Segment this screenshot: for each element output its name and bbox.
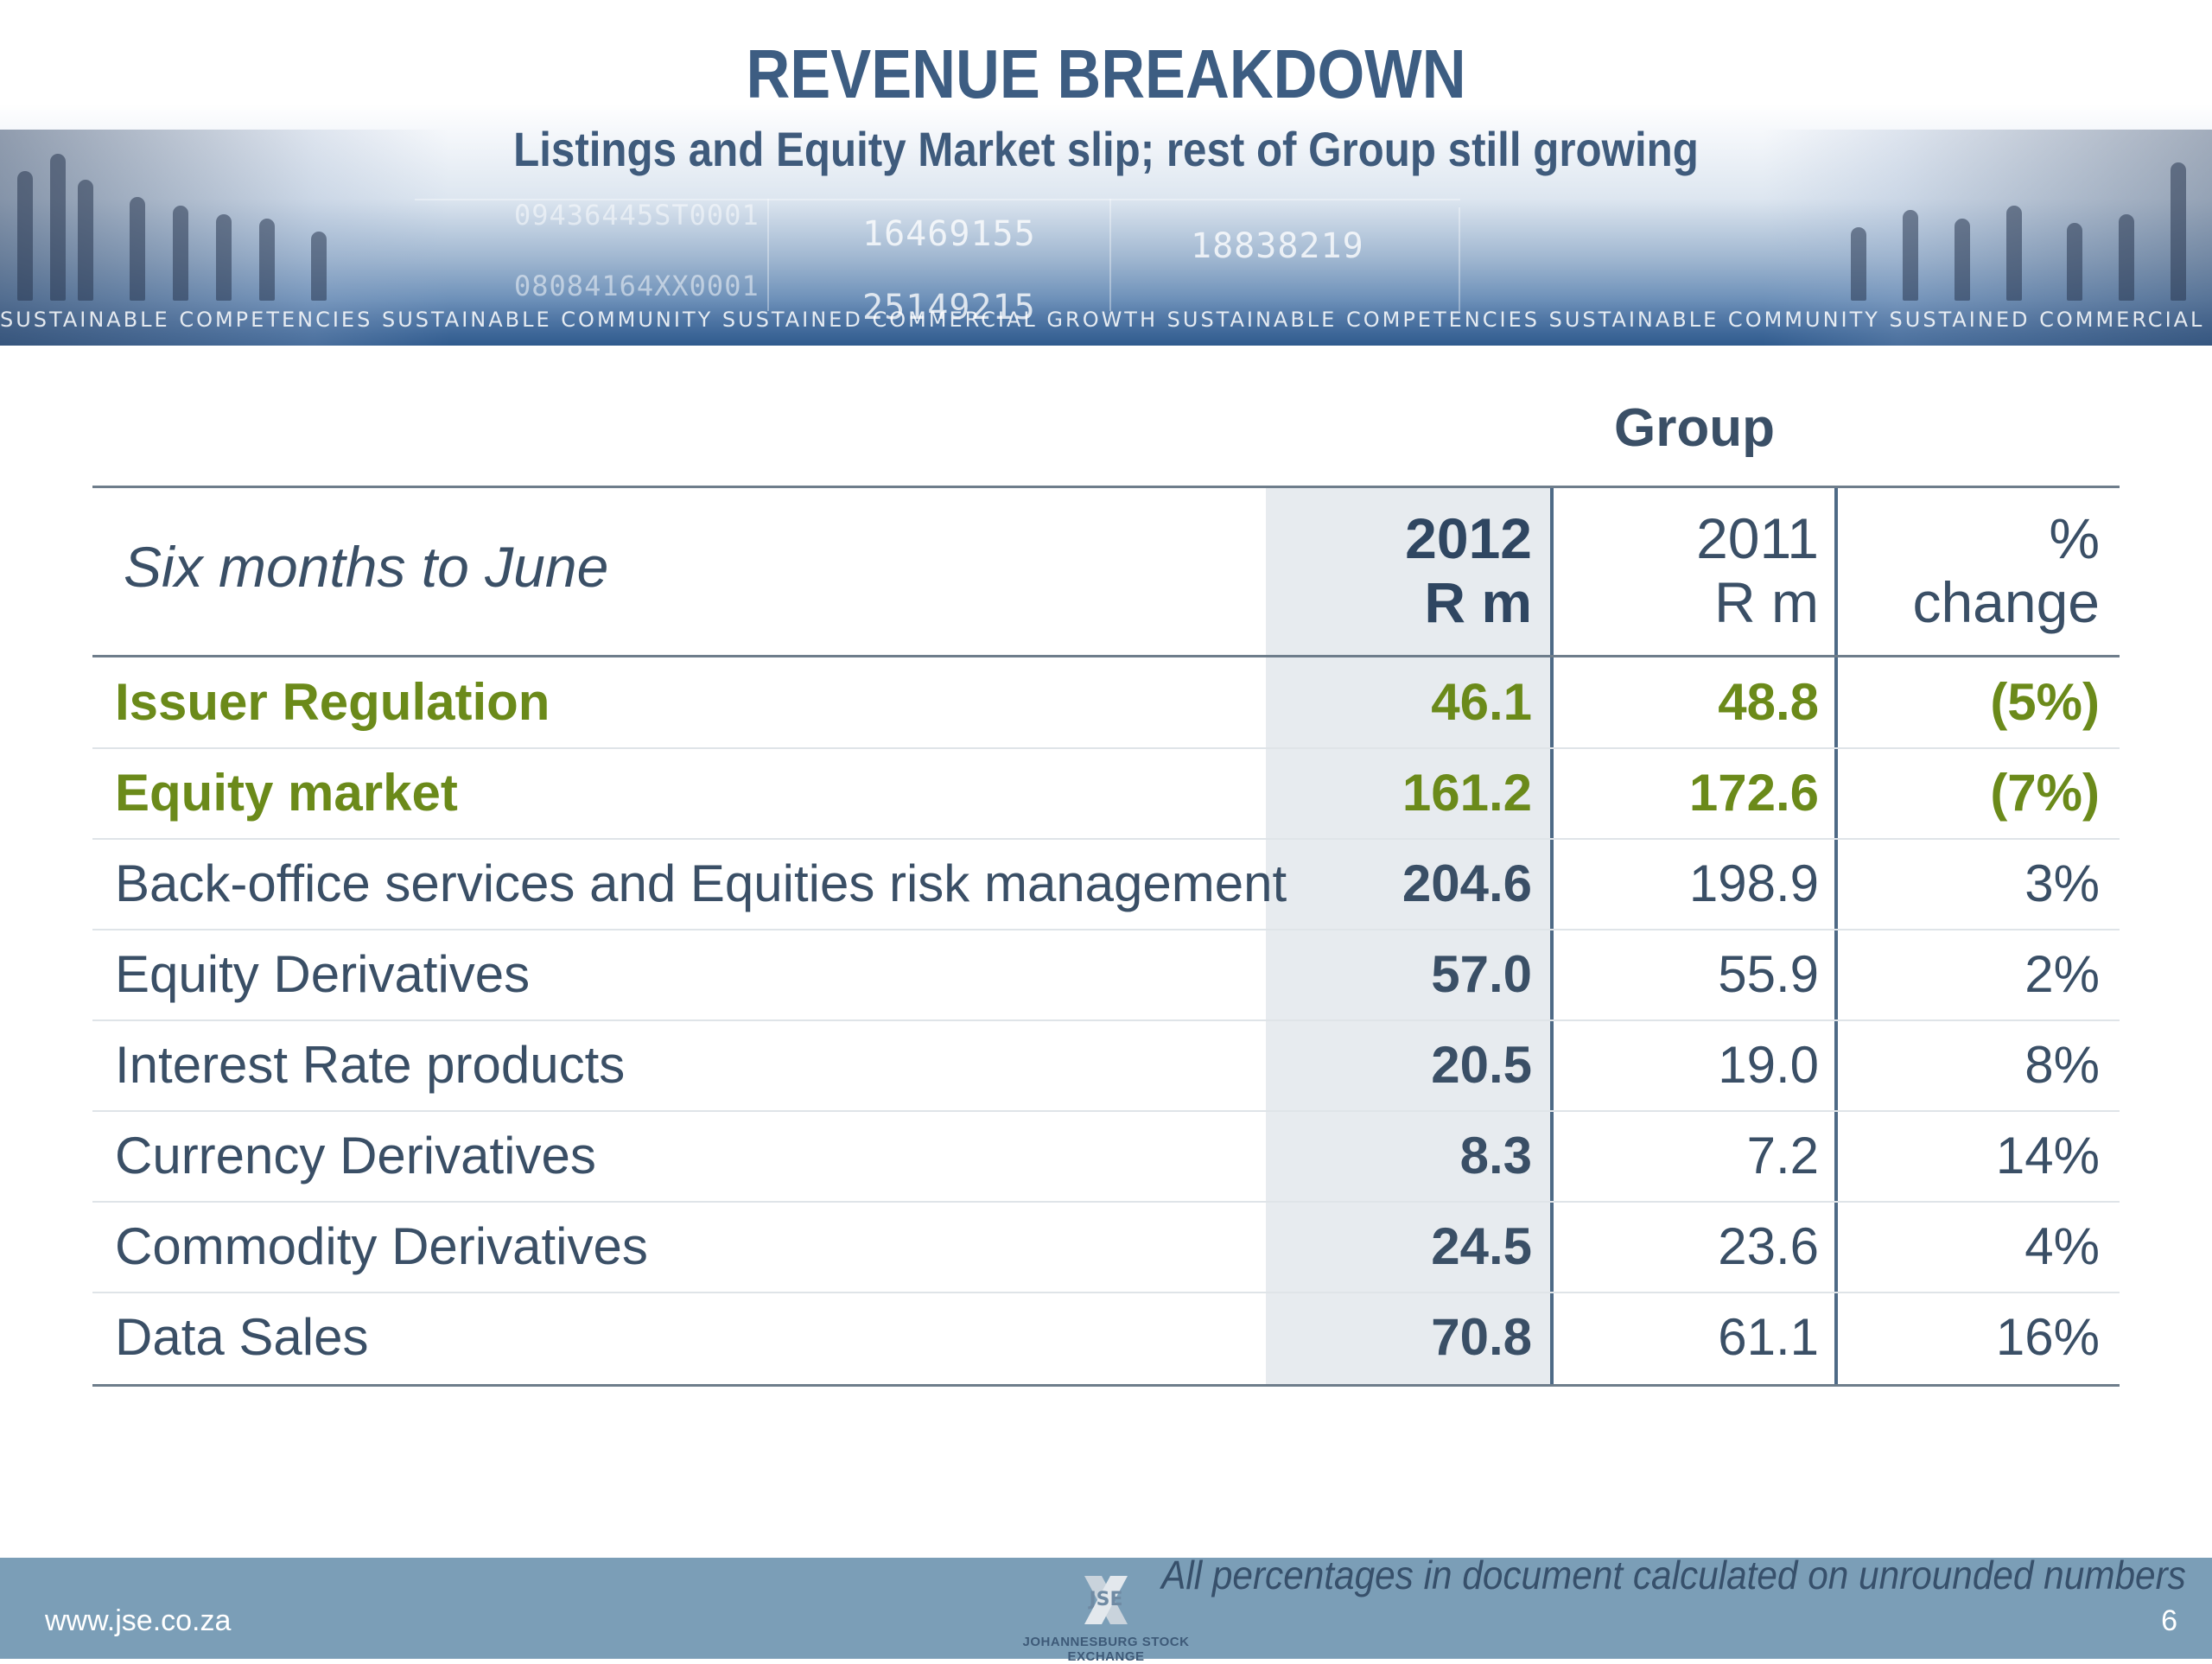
value-2012: 8.3 bbox=[1459, 1127, 1532, 1184]
value-change: 2% bbox=[2024, 945, 2100, 1003]
ticker-text: 16469155 bbox=[862, 214, 1036, 254]
table-row: Back-office services and Equities risk m… bbox=[92, 839, 2120, 929]
row-separator bbox=[92, 1019, 2120, 1021]
value-2011: 61.1 bbox=[1718, 1308, 1819, 1366]
value-change: 4% bbox=[2024, 1217, 2100, 1275]
table-row: Issuer Regulation 46.1 48.8 (5%) bbox=[92, 657, 2120, 747]
ticker-text: 09436445ST0001 bbox=[514, 199, 760, 232]
value-2012: 204.6 bbox=[1402, 854, 1532, 912]
table-header-row: Six months to June 2012 R m 2011 R m % chan… bbox=[92, 486, 2120, 657]
value-2012: 161.2 bbox=[1402, 764, 1532, 822]
value-2011: 198.9 bbox=[1688, 854, 1819, 912]
value-change: 8% bbox=[2024, 1036, 2100, 1094]
table-row: Equity Derivatives 57.0 55.9 2% bbox=[92, 930, 2120, 1019]
footnote: All percentages in document calculated o… bbox=[1161, 1553, 2186, 1597]
ticker-text: 08084164XX0001 bbox=[514, 270, 760, 302]
row-label: Commodity Derivatives bbox=[115, 1217, 648, 1275]
row-label: Currency Derivatives bbox=[115, 1127, 596, 1184]
period-label: Six months to June bbox=[124, 535, 609, 599]
row-label: Back-office services and Equities risk m… bbox=[115, 854, 1287, 912]
table-row: Data Sales 70.8 61.1 16% bbox=[92, 1292, 2120, 1382]
jse-logo: JSE JOHANNESBURG STOCK EXCHANGE bbox=[994, 1566, 1218, 1664]
column-divider bbox=[1834, 486, 1838, 1386]
table-bottom-rule bbox=[92, 1384, 2120, 1387]
value-2012: 24.5 bbox=[1431, 1217, 1532, 1275]
row-separator bbox=[92, 1110, 2120, 1112]
jse-logo-icon: JSE bbox=[1084, 1576, 1128, 1624]
column-header-2012: 2012 R m bbox=[1405, 506, 1532, 634]
page-title: REVENUE BREAKDOWN bbox=[746, 35, 1466, 112]
value-2011: 19.0 bbox=[1718, 1036, 1819, 1094]
header-banner: 09436445ST0001 16469155 18838219 0808416… bbox=[0, 0, 2212, 346]
column-divider bbox=[1550, 486, 1554, 1386]
logo-caption: JOHANNESBURG STOCK EXCHANGE bbox=[1022, 1635, 1190, 1664]
value-change: 16% bbox=[1995, 1308, 2100, 1366]
value-2012: 57.0 bbox=[1431, 945, 1532, 1003]
value-change: 14% bbox=[1995, 1127, 2100, 1184]
table-row: Interest Rate products 20.5 19.0 8% bbox=[92, 1020, 2120, 1110]
row-label: Data Sales bbox=[115, 1308, 369, 1366]
table-row: Equity market 161.2 172.6 (7%) bbox=[92, 748, 2120, 838]
value-2011: 172.6 bbox=[1688, 764, 1819, 822]
row-separator bbox=[92, 1201, 2120, 1203]
svg-text:JSE: JSE bbox=[1087, 1589, 1122, 1610]
row-label: Issuer Regulation bbox=[115, 673, 550, 731]
value-change: 3% bbox=[2024, 854, 2100, 912]
header-rule bbox=[92, 655, 2120, 657]
page-number: 6 bbox=[2161, 1604, 2177, 1637]
banner-tagline: SUSTAINABLE COMPETENCIES SUSTAINABLE COM… bbox=[0, 308, 2212, 332]
value-2011: 55.9 bbox=[1718, 945, 1819, 1003]
value-2011: 23.6 bbox=[1718, 1217, 1819, 1275]
row-separator bbox=[92, 747, 2120, 749]
value-2012: 46.1 bbox=[1431, 673, 1532, 731]
current-year-shade bbox=[1266, 486, 1554, 1386]
value-change: (7%) bbox=[1990, 764, 2100, 822]
value-2011: 7.2 bbox=[1746, 1127, 1819, 1184]
crowd-image-left bbox=[0, 130, 449, 346]
value-2012: 70.8 bbox=[1431, 1308, 1532, 1366]
ticker-text: 25149215 bbox=[862, 288, 1036, 327]
row-label: Equity Derivatives bbox=[115, 945, 531, 1003]
row-separator bbox=[92, 929, 2120, 930]
row-separator bbox=[92, 1292, 2120, 1293]
row-label: Equity market bbox=[115, 764, 458, 822]
column-header-change: % change bbox=[1912, 506, 2100, 634]
table-row: Commodity Derivatives 24.5 23.6 4% bbox=[92, 1202, 2120, 1292]
table-top-rule bbox=[92, 486, 2120, 488]
group-column-label: Group bbox=[1614, 398, 1775, 458]
page-subtitle: Listings and Equity Market slip; rest of… bbox=[513, 122, 1699, 176]
crowd-image-right bbox=[1763, 130, 2212, 346]
website-link[interactable]: www.jse.co.za bbox=[45, 1604, 232, 1637]
column-header-2011: 2011 R m bbox=[1696, 506, 1819, 634]
row-separator bbox=[92, 838, 2120, 840]
value-2012: 20.5 bbox=[1431, 1036, 1532, 1094]
ticker-text: 18838219 bbox=[1191, 226, 1364, 266]
value-2011: 48.8 bbox=[1718, 673, 1819, 731]
table-row: Currency Derivatives 8.3 7.2 14% bbox=[92, 1111, 2120, 1201]
value-change: (5%) bbox=[1990, 673, 2100, 731]
row-label: Interest Rate products bbox=[115, 1036, 626, 1094]
